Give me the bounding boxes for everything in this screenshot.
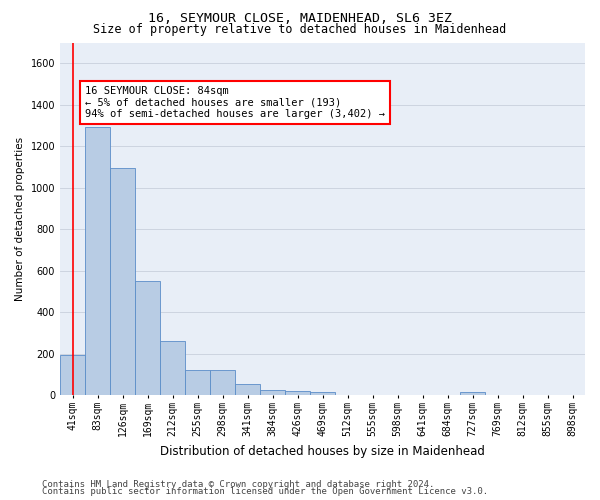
Bar	[110, 168, 135, 396]
Bar	[285, 391, 310, 396]
X-axis label: Distribution of detached houses by size in Maidenhead: Distribution of detached houses by size …	[160, 444, 485, 458]
Text: Size of property relative to detached houses in Maidenhead: Size of property relative to detached ho…	[94, 22, 506, 36]
Bar	[185, 370, 210, 396]
Bar	[235, 384, 260, 396]
Bar	[85, 126, 110, 396]
Y-axis label: Number of detached properties: Number of detached properties	[15, 137, 25, 301]
Bar	[460, 392, 485, 396]
Text: 16 SEYMOUR CLOSE: 84sqm
← 5% of detached houses are smaller (193)
94% of semi-de: 16 SEYMOUR CLOSE: 84sqm ← 5% of detached…	[85, 86, 385, 120]
Bar	[160, 341, 185, 396]
Bar	[260, 390, 285, 396]
Bar	[135, 280, 160, 396]
Text: 16, SEYMOUR CLOSE, MAIDENHEAD, SL6 3EZ: 16, SEYMOUR CLOSE, MAIDENHEAD, SL6 3EZ	[148, 12, 452, 26]
Bar	[60, 356, 85, 396]
Bar	[310, 392, 335, 396]
Text: Contains HM Land Registry data © Crown copyright and database right 2024.: Contains HM Land Registry data © Crown c…	[42, 480, 434, 489]
Bar	[210, 370, 235, 396]
Text: Contains public sector information licensed under the Open Government Licence v3: Contains public sector information licen…	[42, 488, 488, 496]
